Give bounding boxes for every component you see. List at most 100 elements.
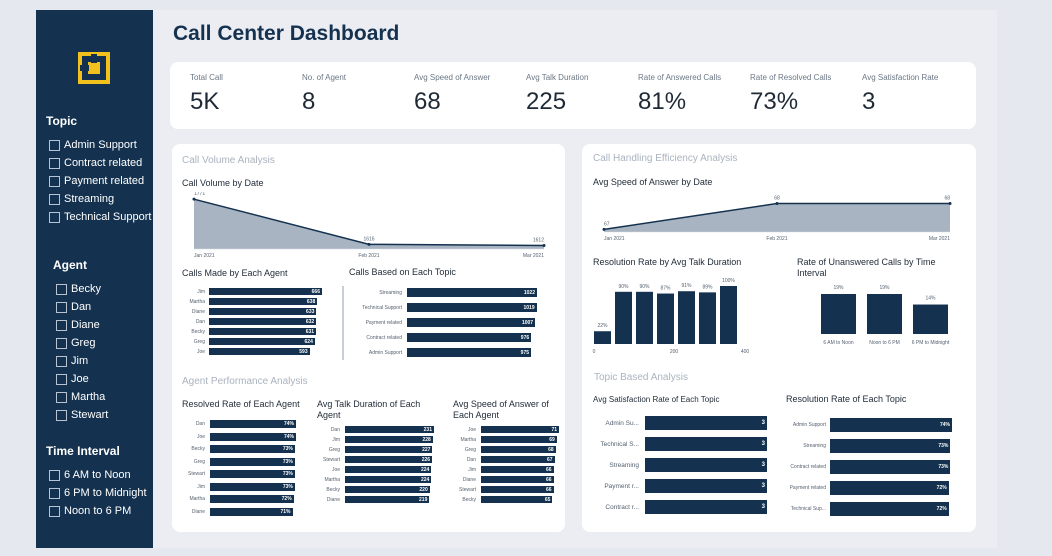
column-bar[interactable] bbox=[867, 294, 902, 334]
bar[interactable]: 219 bbox=[345, 496, 430, 503]
bar-category-label: Technical S... bbox=[600, 441, 639, 448]
column-bar[interactable] bbox=[913, 304, 948, 334]
checkbox-icon[interactable] bbox=[56, 283, 67, 295]
bar[interactable]: 631 bbox=[209, 328, 317, 335]
bar-row: Payment r... 3 bbox=[582, 479, 772, 493]
checkbox-icon[interactable] bbox=[56, 373, 67, 385]
checkbox-icon[interactable] bbox=[56, 337, 67, 349]
bar[interactable]: 224 bbox=[345, 476, 432, 483]
checkbox-icon[interactable] bbox=[49, 469, 60, 481]
checkbox-icon[interactable] bbox=[56, 391, 67, 403]
bar[interactable]: 67 bbox=[481, 456, 555, 463]
topic-option-2[interactable]: Payment related bbox=[49, 172, 163, 190]
agent-option-3[interactable]: Greg bbox=[56, 334, 170, 352]
checkbox-icon[interactable] bbox=[49, 211, 60, 223]
bar[interactable]: 66 bbox=[481, 486, 554, 493]
bar[interactable]: 72% bbox=[210, 495, 294, 503]
topic-option-4[interactable]: Technical Support bbox=[49, 208, 163, 226]
bar[interactable]: 74% bbox=[830, 418, 952, 432]
bar[interactable]: 624 bbox=[209, 338, 315, 345]
bar[interactable]: 228 bbox=[345, 436, 433, 443]
agent-option-0[interactable]: Becky bbox=[56, 280, 170, 298]
bar[interactable]: 3 bbox=[645, 416, 767, 430]
topic-option-1[interactable]: Contract related bbox=[49, 154, 163, 172]
bar[interactable]: 632 bbox=[209, 318, 317, 325]
agent-option-4[interactable]: Jim bbox=[56, 352, 170, 370]
bar[interactable]: 73% bbox=[210, 445, 295, 453]
agent-option-1[interactable]: Dan bbox=[56, 298, 170, 316]
agent-option-7[interactable]: Stewart bbox=[56, 406, 170, 424]
checkbox-icon[interactable] bbox=[49, 487, 60, 499]
checkbox-icon[interactable] bbox=[49, 157, 60, 169]
data-point[interactable] bbox=[775, 202, 779, 206]
agent-option-5[interactable]: Joe bbox=[56, 370, 170, 388]
bar[interactable]: 976 bbox=[407, 333, 532, 342]
bar-category-label: Greg bbox=[193, 338, 205, 345]
bar[interactable]: 73% bbox=[210, 482, 295, 491]
bar[interactable]: 73% bbox=[830, 439, 951, 453]
bar[interactable]: 226 bbox=[345, 456, 433, 463]
bar[interactable]: 224 bbox=[345, 466, 432, 473]
bar[interactable]: 666 bbox=[209, 288, 322, 295]
column-bar[interactable] bbox=[699, 292, 716, 344]
bar[interactable]: 1007 bbox=[407, 318, 536, 327]
bar[interactable]: 68 bbox=[481, 446, 556, 453]
data-point[interactable] bbox=[602, 227, 606, 231]
bar[interactable]: 593 bbox=[209, 348, 310, 355]
checkbox-icon[interactable] bbox=[56, 301, 67, 313]
agent-option-6[interactable]: Martha bbox=[56, 388, 170, 406]
topic-option-3[interactable]: Streaming bbox=[49, 190, 163, 208]
bar[interactable]: 3 bbox=[645, 500, 767, 514]
checkbox-icon[interactable] bbox=[49, 139, 60, 151]
data-point[interactable] bbox=[948, 202, 952, 206]
bar-row: Diane 633 bbox=[172, 308, 342, 315]
bar[interactable]: 65 bbox=[481, 496, 553, 503]
bar[interactable]: 1019 bbox=[407, 303, 537, 312]
column-bar[interactable] bbox=[636, 291, 653, 344]
column-bar[interactable] bbox=[657, 293, 674, 344]
bar[interactable]: 220 bbox=[345, 486, 430, 493]
column-bar[interactable] bbox=[594, 331, 611, 344]
bar[interactable]: 66 bbox=[481, 476, 554, 483]
bar[interactable]: 975 bbox=[407, 348, 532, 357]
bar[interactable]: 73% bbox=[210, 457, 295, 466]
bar[interactable]: 638 bbox=[209, 298, 318, 305]
bar[interactable]: 73% bbox=[210, 470, 295, 478]
bar[interactable]: 3 bbox=[645, 479, 767, 493]
checkbox-icon[interactable] bbox=[56, 409, 67, 421]
agent-option-2[interactable]: Diane bbox=[56, 316, 170, 334]
bar[interactable]: 72% bbox=[830, 502, 949, 516]
data-point[interactable] bbox=[367, 242, 371, 246]
checkbox-icon[interactable] bbox=[56, 355, 67, 367]
bar[interactable]: 74% bbox=[210, 420, 296, 428]
bar[interactable]: 227 bbox=[345, 446, 433, 453]
bar[interactable]: 66 bbox=[481, 466, 554, 473]
column-bar[interactable] bbox=[720, 286, 737, 344]
checkbox-icon[interactable] bbox=[49, 505, 60, 517]
bar[interactable]: 3 bbox=[645, 437, 767, 451]
scroll-divider[interactable] bbox=[342, 286, 344, 360]
bar[interactable]: 71% bbox=[210, 507, 293, 516]
bar[interactable]: 71 bbox=[481, 426, 559, 433]
topic-option-0[interactable]: Admin Support bbox=[49, 136, 163, 154]
checkbox-icon[interactable] bbox=[49, 175, 60, 187]
bar[interactable]: 73% bbox=[830, 460, 951, 474]
time-option-2[interactable]: Noon to 6 PM bbox=[49, 502, 163, 520]
bar[interactable]: 1022 bbox=[407, 288, 537, 297]
data-point[interactable] bbox=[542, 244, 546, 248]
checkbox-icon[interactable] bbox=[56, 319, 67, 331]
bar[interactable]: 69 bbox=[481, 436, 557, 443]
bar[interactable]: 633 bbox=[209, 308, 317, 315]
bar[interactable]: 74% bbox=[210, 432, 296, 441]
column-bar[interactable] bbox=[615, 291, 632, 344]
data-point[interactable] bbox=[192, 197, 196, 201]
column-bar[interactable] bbox=[821, 294, 856, 334]
time-option-0[interactable]: 6 AM to Noon bbox=[49, 466, 163, 484]
bar[interactable]: 231 bbox=[345, 426, 434, 433]
bar[interactable]: 72% bbox=[830, 481, 949, 495]
bar[interactable]: 3 bbox=[645, 458, 767, 472]
column-bar[interactable] bbox=[678, 291, 695, 344]
bar-category-label: Becky bbox=[191, 328, 205, 335]
time-option-1[interactable]: 6 PM to Midnight bbox=[49, 484, 163, 502]
checkbox-icon[interactable] bbox=[49, 193, 60, 205]
